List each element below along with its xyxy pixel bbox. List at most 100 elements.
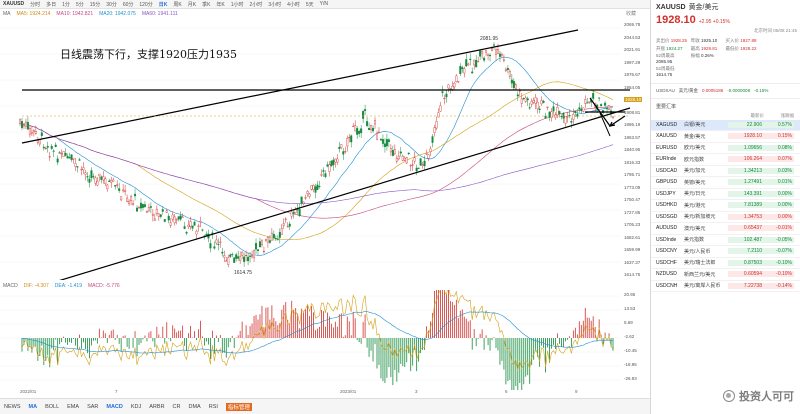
ma-label[interactable]: MA: [3, 10, 11, 17]
candle-body: [280, 228, 283, 235]
watchlist-row[interactable]: USDCNY 美元/人民币 7.2110 -0.07%: [651, 246, 800, 258]
candle-body: [262, 251, 265, 253]
candle-body: [282, 223, 285, 226]
quote-label: 最高: [690, 45, 700, 51]
candle-body: [175, 219, 178, 221]
indicator-tab[interactable]: DMA: [188, 403, 201, 410]
candle-body: [516, 94, 519, 97]
period-tab[interactable]: 2小时: [249, 1, 263, 8]
indicator-tab[interactable]: SAR: [87, 403, 99, 410]
watchlist-name: 欧元指数: [684, 156, 705, 163]
watchlist-row[interactable]: USDInde 美元指数 102.487 -0.05%: [651, 235, 800, 246]
candle-body: [159, 214, 162, 217]
indicator-tab[interactable]: ARBR: [149, 403, 165, 410]
candle-body: [342, 151, 345, 155]
watchlist-pct: 0.08%: [764, 144, 794, 151]
watchlist-price: 0.65437: [728, 225, 764, 232]
period-tab[interactable]: 5天: [305, 1, 314, 8]
indicator-tab[interactable]: EMA: [67, 403, 80, 410]
watchlist-row[interactable]: NZDUSD 新西兰元/美元 0.60594 -0.10%: [651, 269, 800, 281]
candle-body: [508, 70, 511, 77]
watchlist-row[interactable]: AUDUSD 澳元/美元 0.65437 -0.01%: [651, 223, 800, 235]
watchlist-row[interactable]: USDSGD 美元/新加坡元 1.34753 0.00%: [651, 212, 800, 223]
upper-channel-line[interactable]: [21, 29, 579, 144]
lower-channel-line[interactable]: [48, 107, 631, 280]
watchlist-row[interactable]: XAUUSD 黄金/美元 1928.10 0.15%: [651, 131, 800, 143]
watchlist-row[interactable]: GBPUSD 英镑/美元 1.27491 0.01%: [651, 177, 800, 189]
period-tab[interactable]: 多日: [46, 1, 57, 8]
period-tab[interactable]: 分时: [30, 1, 41, 8]
candle-body: [427, 154, 430, 159]
watchlist-pct: -0.05%: [764, 236, 794, 243]
macd-title[interactable]: MACD: [3, 283, 18, 289]
candle-body: [304, 197, 307, 199]
candle-body: [469, 58, 472, 60]
candle-body: [235, 254, 238, 259]
period-tab[interactable]: 5分: [75, 1, 84, 8]
candle-body: [598, 97, 601, 99]
watchlist-name: 美元/加元: [684, 168, 706, 175]
candle-body: [387, 139, 390, 143]
time-tick: 7: [115, 389, 118, 394]
quote-cell: 买入价 1927.88: [726, 38, 761, 44]
indicator-tab[interactable]: MA: [28, 403, 38, 410]
favorite-button[interactable]: 收藏: [625, 11, 636, 17]
period-tab[interactable]: 季K: [202, 1, 211, 8]
period-tab[interactable]: 1分: [62, 1, 70, 8]
indicator-manage-button[interactable]: 指标管理: [225, 402, 252, 411]
candle-body: [383, 143, 386, 147]
indicator-tab[interactable]: KDJ: [130, 403, 142, 410]
watchlist-row[interactable]: USDHKD 美元/港元 7.81389 0.00%: [651, 200, 800, 212]
watchlist-row[interactable]: XAGUSD 白银/美元 22.906 0.57%: [651, 119, 800, 131]
candle-body: [215, 239, 218, 244]
candle-body: [110, 179, 113, 183]
watchlist-row[interactable]: USDJPY 美元/日元 143.391 0.00%: [651, 189, 800, 200]
candle-body: [284, 218, 287, 220]
indicator-tab[interactable]: CR: [172, 403, 181, 410]
period-tab[interactable]: 月K: [187, 1, 197, 8]
period-tab[interactable]: 1小时: [230, 1, 244, 8]
quote-cell: 昨收 1925.10: [691, 38, 726, 44]
ma-line: [19, 81, 614, 241]
candlestick-chart[interactable]: [0, 18, 650, 280]
watchlist-row[interactable]: EURUSD 欧元/美元 1.09656 0.08%: [651, 143, 800, 154]
candle-body: [290, 211, 293, 217]
price-tick: 1976.67: [624, 72, 641, 77]
candle-body: [74, 163, 77, 167]
indicator-tab[interactable]: MACD: [106, 403, 123, 410]
period-tab[interactable]: Y/N: [319, 0, 328, 7]
candle-body: [348, 137, 351, 139]
period-tab[interactable]: 120分: [139, 1, 153, 8]
period-tab[interactable]: 周K: [173, 1, 182, 8]
watchlist-row[interactable]: USDCNH 美元/离岸人民币 7.22738 -0.14%: [651, 281, 800, 292]
period-tab[interactable]: 30分: [106, 1, 117, 8]
related-pct: -0.15%: [754, 87, 769, 93]
candle-body: [60, 153, 63, 155]
indicator-tab[interactable]: NEWS: [4, 403, 21, 410]
candle-body: [536, 101, 539, 110]
candle-body: [260, 240, 263, 246]
indicator-tab[interactable]: RSI: [208, 403, 218, 410]
watchlist-row[interactable]: USDCHF 美元/瑞士法郎 0.87503 -0.10%: [651, 258, 800, 269]
watchlist-row[interactable]: USDCAD 美元/加元 1.34213 0.03%: [651, 166, 800, 177]
period-tab[interactable]: 年K: [216, 1, 225, 8]
period-tab[interactable]: 60分: [122, 1, 134, 8]
candle-body: [389, 148, 392, 153]
quote-cell: 52周最高 2085.95: [656, 53, 691, 64]
candle-body: [122, 189, 125, 192]
period-tab[interactable]: 4小时: [287, 1, 300, 8]
candle-body: [425, 153, 428, 155]
related-quote[interactable]: USDXAU 美元/黄金 0.0005186 -0.0000008 -0.15%: [651, 82, 800, 98]
candle-body: [217, 243, 220, 245]
period-tab[interactable]: 15分: [89, 1, 101, 8]
candle-body: [179, 215, 182, 220]
indicator-tab[interactable]: BOLL: [45, 403, 60, 410]
candle-body: [195, 230, 198, 235]
candle-body: [544, 115, 547, 119]
macd-chart[interactable]: [0, 290, 650, 390]
period-tab[interactable]: 日K: [158, 1, 168, 8]
watchlist-row[interactable]: EURInde 欧元指数 106.264 0.07%: [651, 154, 800, 166]
candle-body: [441, 91, 444, 94]
period-list: 分时 多日 1分 5分 15分 30分 60分 120分 日K 周K 月K 季K 年K 1小时 2小时 3小时…: [30, 1, 328, 8]
period-tab[interactable]: 3小时: [268, 1, 282, 8]
